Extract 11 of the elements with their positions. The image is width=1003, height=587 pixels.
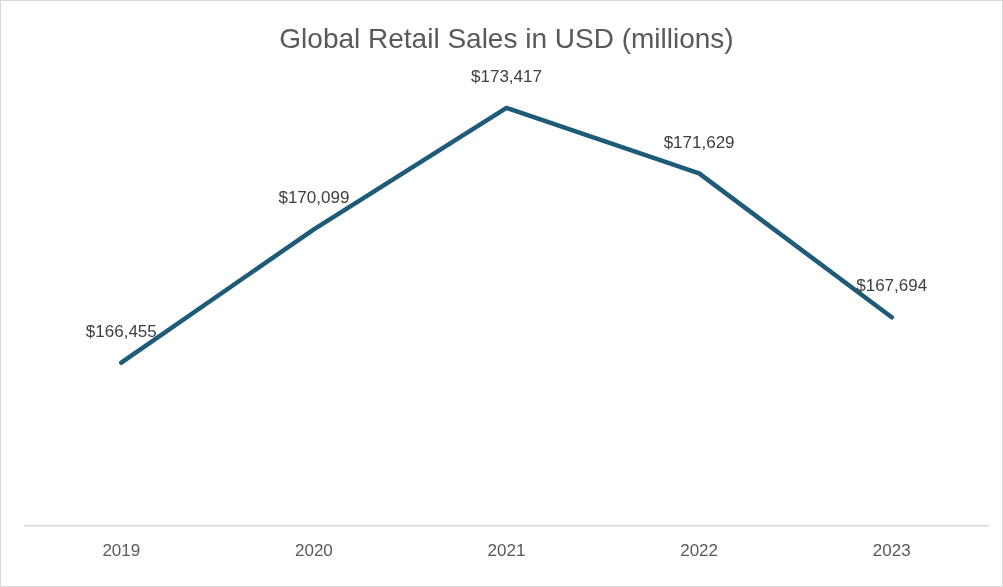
x-tick-label: 2019 [102,541,141,561]
chart-title: Global Retail Sales in USD (millions) [279,22,734,54]
data-label: $166,455 [85,321,157,341]
x-tick-label: 2023 [872,541,911,561]
x-tick-label: 2021 [487,541,526,561]
data-label: $173,417 [471,67,542,87]
x-tick-label: 2022 [680,541,719,561]
data-label: $170,099 [278,188,350,208]
x-tick-label: 2020 [294,541,333,561]
data-label: $171,629 [663,132,735,152]
data-label: $167,694 [856,276,928,296]
